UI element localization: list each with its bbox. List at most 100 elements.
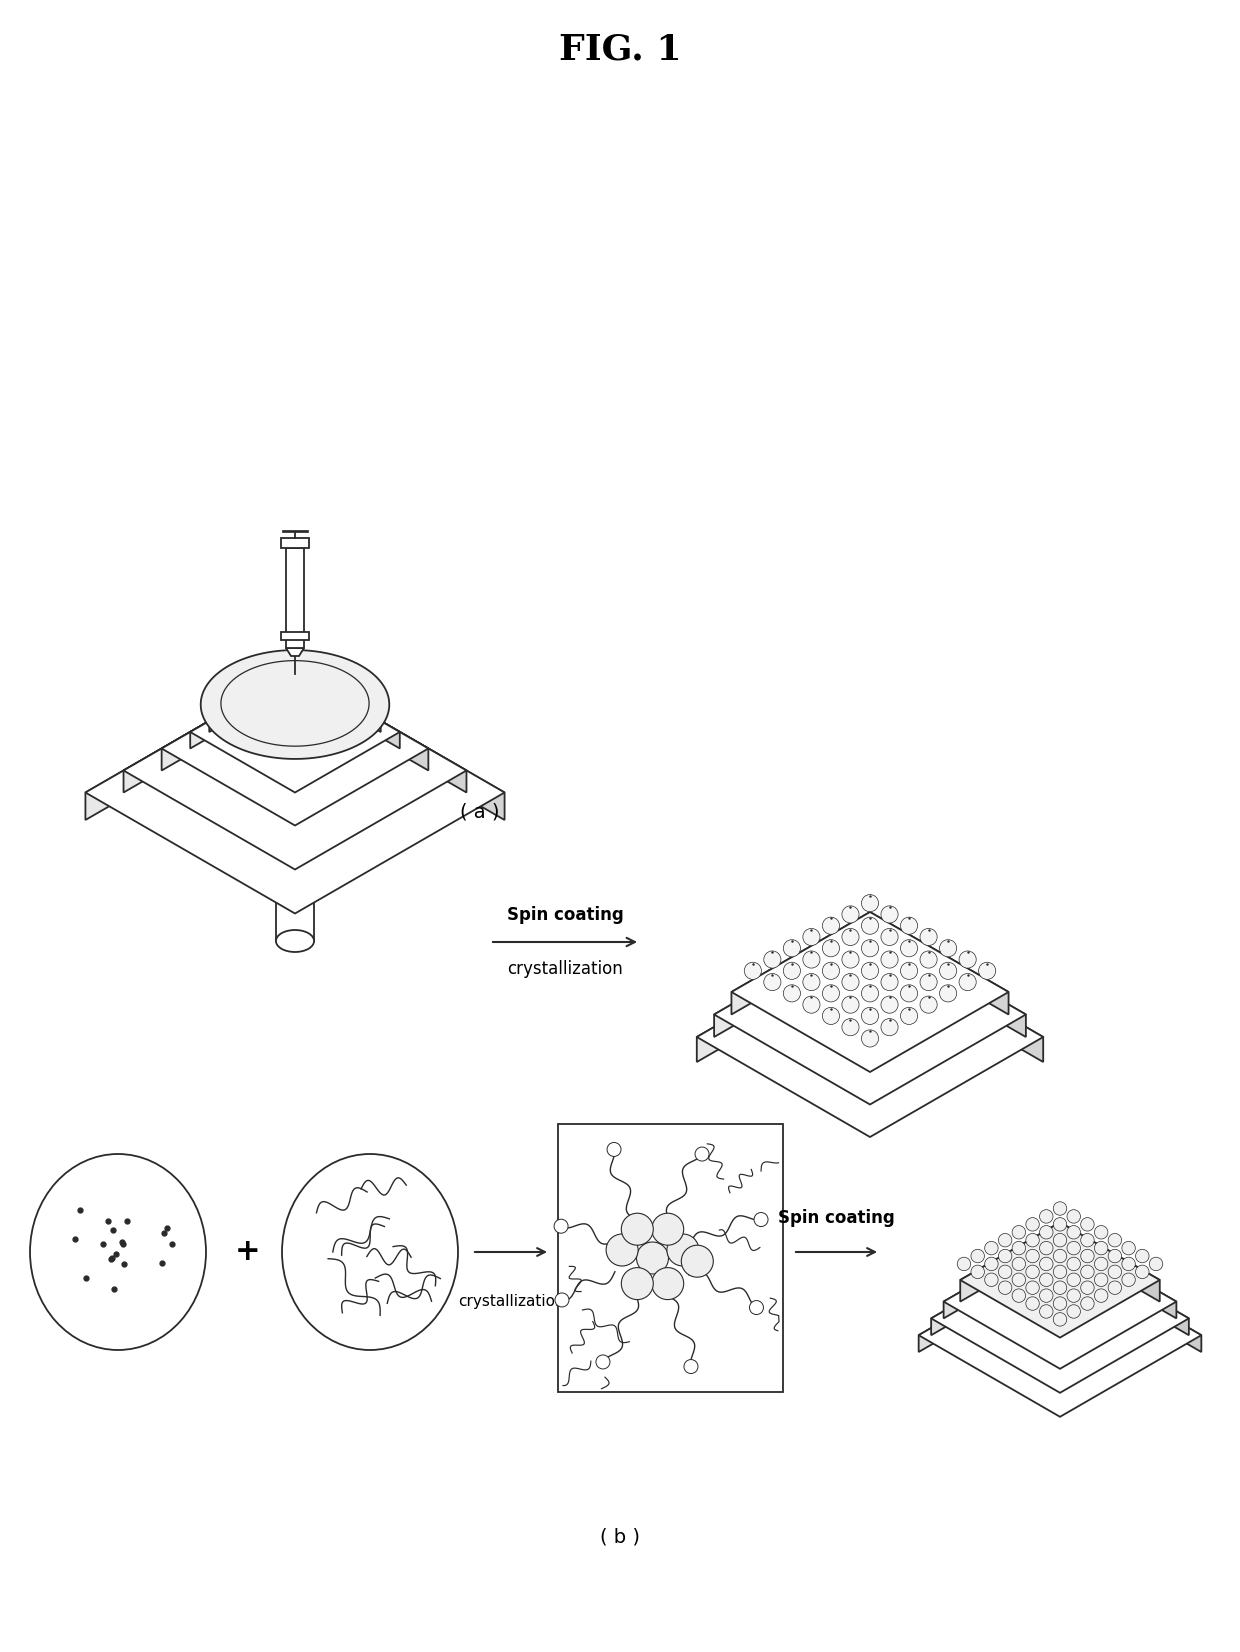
- Circle shape: [842, 952, 859, 968]
- Circle shape: [880, 996, 898, 1013]
- Polygon shape: [870, 912, 1008, 1014]
- Circle shape: [1066, 1226, 1080, 1239]
- Circle shape: [1095, 1289, 1107, 1302]
- Circle shape: [1081, 1218, 1094, 1231]
- Circle shape: [1039, 1226, 1053, 1239]
- Circle shape: [1122, 1241, 1136, 1256]
- Polygon shape: [281, 539, 309, 548]
- Circle shape: [1012, 1241, 1025, 1256]
- Circle shape: [862, 985, 879, 1001]
- Circle shape: [802, 952, 820, 968]
- Circle shape: [862, 1029, 879, 1047]
- Polygon shape: [697, 937, 1043, 1137]
- Circle shape: [1053, 1297, 1066, 1310]
- Circle shape: [842, 973, 859, 991]
- Circle shape: [822, 985, 839, 1001]
- Circle shape: [985, 1241, 998, 1256]
- Polygon shape: [931, 1244, 1060, 1335]
- Circle shape: [822, 961, 839, 980]
- Circle shape: [959, 952, 976, 968]
- Polygon shape: [286, 548, 304, 648]
- Circle shape: [880, 973, 898, 991]
- Polygon shape: [960, 1222, 1060, 1302]
- Polygon shape: [944, 1234, 1060, 1318]
- Circle shape: [556, 1294, 569, 1307]
- Circle shape: [998, 1265, 1012, 1279]
- Circle shape: [998, 1234, 1012, 1247]
- Polygon shape: [919, 1254, 1060, 1351]
- Circle shape: [1039, 1209, 1053, 1222]
- Circle shape: [1025, 1265, 1039, 1279]
- Polygon shape: [295, 671, 399, 748]
- Circle shape: [998, 1280, 1012, 1295]
- Circle shape: [802, 973, 820, 991]
- Polygon shape: [201, 651, 389, 758]
- Circle shape: [1012, 1289, 1025, 1302]
- Circle shape: [652, 1213, 683, 1246]
- Polygon shape: [732, 912, 1008, 1072]
- Circle shape: [1053, 1234, 1066, 1247]
- Circle shape: [749, 1300, 764, 1315]
- Circle shape: [862, 961, 879, 980]
- Circle shape: [842, 905, 859, 923]
- Circle shape: [554, 1219, 568, 1232]
- Circle shape: [684, 1360, 698, 1373]
- Circle shape: [696, 1146, 709, 1161]
- Circle shape: [681, 1246, 713, 1277]
- Circle shape: [596, 1355, 610, 1370]
- Polygon shape: [1060, 1244, 1189, 1335]
- Circle shape: [1081, 1249, 1094, 1262]
- Polygon shape: [281, 633, 309, 639]
- Circle shape: [744, 961, 761, 980]
- Polygon shape: [295, 671, 428, 770]
- Polygon shape: [870, 925, 1025, 1037]
- Circle shape: [754, 1213, 768, 1226]
- Polygon shape: [295, 671, 505, 819]
- Circle shape: [1095, 1274, 1107, 1287]
- Text: crystallization: crystallization: [507, 960, 622, 978]
- Circle shape: [1136, 1249, 1149, 1262]
- Ellipse shape: [30, 1155, 206, 1350]
- Circle shape: [621, 1267, 653, 1300]
- Circle shape: [1053, 1265, 1066, 1279]
- Text: Spin coating: Spin coating: [779, 1209, 895, 1227]
- Circle shape: [1081, 1265, 1094, 1279]
- Circle shape: [1066, 1241, 1080, 1256]
- Circle shape: [920, 928, 937, 945]
- Circle shape: [608, 1143, 621, 1156]
- Circle shape: [802, 928, 820, 945]
- Polygon shape: [124, 671, 466, 869]
- Circle shape: [862, 1008, 879, 1024]
- Circle shape: [1039, 1305, 1053, 1318]
- Polygon shape: [295, 671, 466, 793]
- Circle shape: [900, 961, 918, 980]
- Polygon shape: [919, 1254, 1202, 1417]
- Circle shape: [940, 961, 957, 980]
- Circle shape: [978, 961, 996, 980]
- Text: +: +: [236, 1237, 260, 1267]
- Circle shape: [822, 1008, 839, 1024]
- Polygon shape: [732, 912, 870, 1014]
- Circle shape: [1053, 1280, 1066, 1295]
- Bar: [558, 1123, 782, 1393]
- Polygon shape: [960, 1222, 1159, 1338]
- Circle shape: [606, 1234, 639, 1265]
- Circle shape: [764, 973, 781, 991]
- Polygon shape: [1060, 1254, 1202, 1351]
- Polygon shape: [714, 925, 1025, 1105]
- Polygon shape: [124, 671, 295, 793]
- Circle shape: [822, 917, 839, 935]
- Text: FIG. 1: FIG. 1: [559, 31, 681, 66]
- Circle shape: [920, 996, 937, 1013]
- Circle shape: [1012, 1257, 1025, 1270]
- Polygon shape: [86, 671, 295, 819]
- Polygon shape: [190, 671, 399, 793]
- Polygon shape: [210, 654, 295, 732]
- Circle shape: [1039, 1241, 1053, 1256]
- Circle shape: [1066, 1289, 1080, 1302]
- Circle shape: [1109, 1249, 1122, 1262]
- Circle shape: [900, 985, 918, 1001]
- Text: ( a ): ( a ): [460, 803, 500, 821]
- Circle shape: [621, 1213, 653, 1246]
- Circle shape: [1095, 1226, 1107, 1239]
